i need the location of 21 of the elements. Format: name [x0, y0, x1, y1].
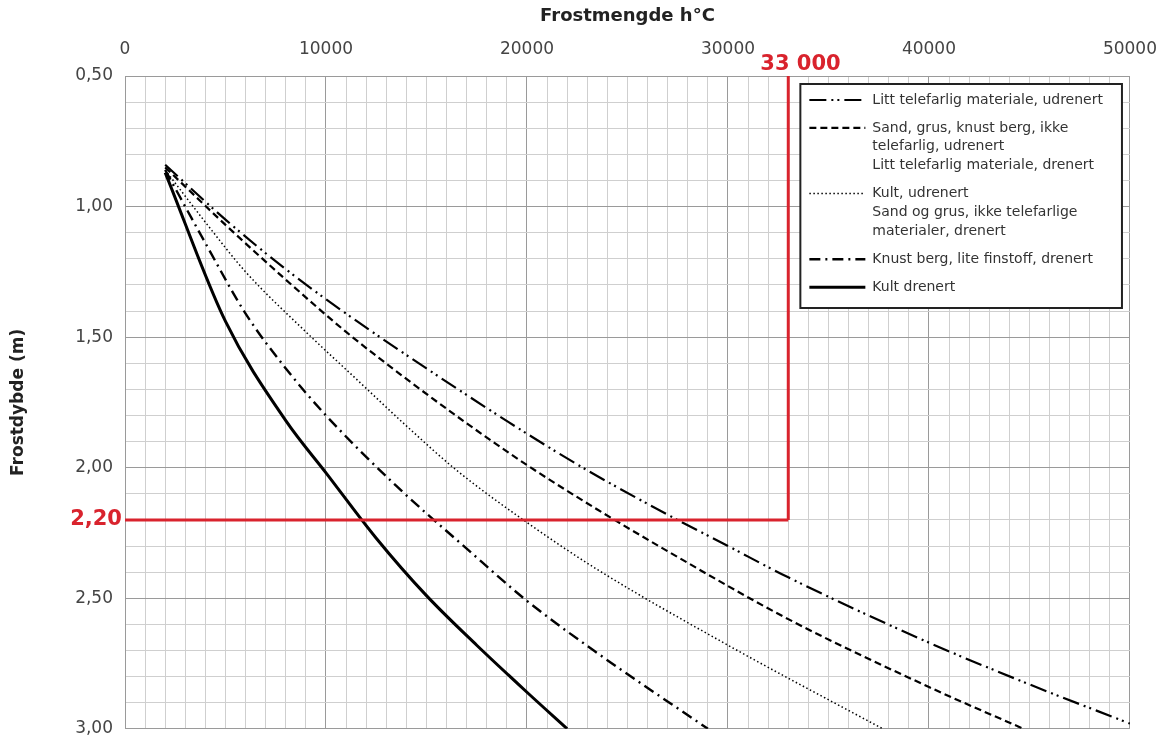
- x-axis-title: Frostmengde h°C: [540, 4, 715, 26]
- legend-label: Knust berg, lite finstoff, drenert: [872, 249, 1094, 266]
- x-tick-label: 30000: [700, 38, 756, 59]
- y-tick-label: 1,00: [75, 194, 113, 215]
- x-tick-label: 50000: [1102, 38, 1158, 59]
- legend-label: Litt telefarlig materiale, udrenert: [872, 90, 1104, 107]
- legend-label: Kult, udrenert Sand og grus, ikke telefarlige materialer, drenert: [872, 184, 1078, 239]
- x-tick-label: 40000: [901, 38, 957, 59]
- ref-line-label: 2,20: [70, 506, 122, 531]
- legend-label: Sand, grus, knust berg, ikke telefarlig, udrenert Litt telefarlig materiale, drenert: [872, 118, 1095, 173]
- y-tick-label: 2,50: [75, 586, 113, 607]
- ref-line-label: 33 000: [760, 51, 841, 75]
- y-tick-label: 2,00: [75, 456, 113, 477]
- x-tick-label: 0: [119, 38, 131, 59]
- x-tick-label: 20000: [499, 38, 555, 59]
- y-axis-title: Frostdybde (m): [6, 328, 27, 476]
- y-tick-label: 3,00: [75, 717, 113, 738]
- y-tick-label: 0,50: [75, 64, 113, 85]
- legend-label: Kult drenert: [872, 277, 956, 294]
- y-tick-label: 1,50: [75, 325, 113, 346]
- x-tick-label: 10000: [298, 38, 354, 59]
